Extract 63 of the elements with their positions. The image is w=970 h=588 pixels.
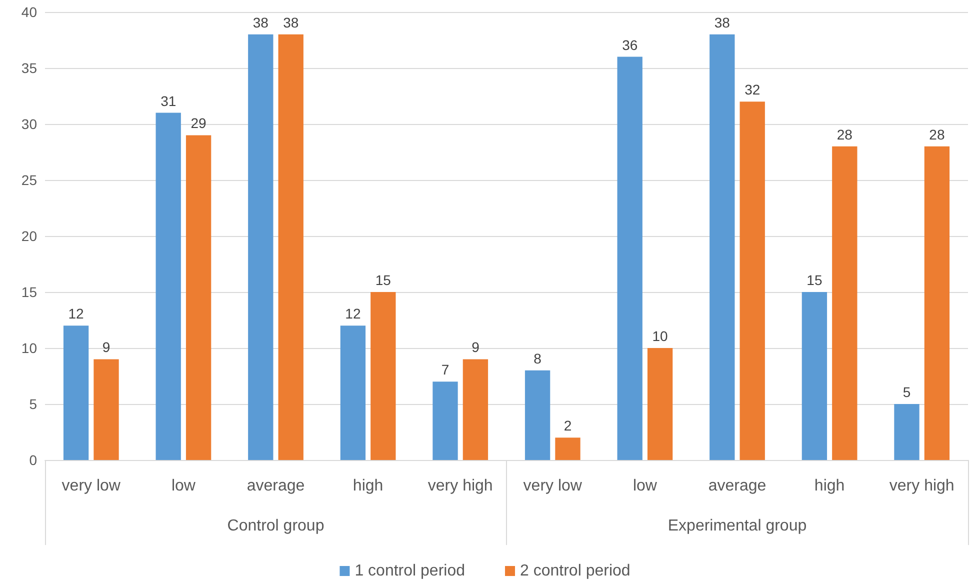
bar <box>802 292 828 460</box>
data-label: 28 <box>929 126 945 142</box>
y-tick-label: 0 <box>29 452 38 468</box>
data-label: 7 <box>441 362 450 378</box>
data-label: 31 <box>160 92 176 109</box>
data-label: 2 <box>564 418 572 434</box>
y-tick-label: 30 <box>21 116 38 132</box>
data-label: 9 <box>472 339 480 356</box>
data-label: 12 <box>345 306 361 322</box>
y-tick-label: 35 <box>21 60 38 76</box>
data-label: 28 <box>836 126 853 142</box>
y-tick-label: 25 <box>21 172 38 188</box>
bar <box>248 34 274 460</box>
bar <box>524 370 550 460</box>
data-label: 32 <box>744 82 760 98</box>
text: Control group <box>227 518 324 534</box>
data-label: 38 <box>283 14 299 30</box>
data-label: 9 <box>102 339 110 356</box>
bar <box>156 112 181 460</box>
bar <box>370 292 396 460</box>
data-label: 8 <box>534 350 542 366</box>
bar <box>555 438 580 460</box>
bar <box>924 146 950 460</box>
bar <box>63 326 89 460</box>
y-tick-label: 40 <box>21 4 38 20</box>
data-label: 15 <box>806 272 822 288</box>
bar <box>278 34 304 460</box>
legend-label: 2 control period <box>520 562 630 580</box>
y-tick-label: 5 <box>29 396 38 412</box>
bar <box>894 404 920 460</box>
bar <box>832 146 858 460</box>
y-tick-label: 15 <box>21 284 38 300</box>
legend-label: 1 control period <box>354 562 466 580</box>
y-tick-label: 10 <box>21 340 38 356</box>
data-label: 12 <box>68 306 84 322</box>
x-tick-label: low <box>632 478 658 494</box>
x-tick-label: very high <box>428 478 493 494</box>
data-label: 36 <box>622 36 638 53</box>
bar <box>94 359 119 460</box>
text: Experimental group <box>668 518 807 534</box>
x-tick-label: average <box>708 478 766 494</box>
bar <box>462 359 488 460</box>
data-label: 38 <box>714 14 730 30</box>
bar <box>186 135 212 460</box>
y-tick-label: 20 <box>21 228 38 244</box>
data-label: 29 <box>190 115 207 132</box>
bar <box>710 34 735 460</box>
data-label: 5 <box>902 384 911 400</box>
x-tick-label: high <box>814 478 845 494</box>
x-tick-label: average <box>246 478 305 494</box>
data-label: 15 <box>375 272 392 288</box>
bar <box>340 326 366 460</box>
bar <box>740 102 765 460</box>
bar <box>617 56 642 460</box>
x-tick-label: low <box>171 478 196 494</box>
bar <box>432 382 458 460</box>
x-tick-label: very low <box>62 478 121 494</box>
x-tick-label: very high <box>889 478 954 494</box>
bar <box>647 348 673 460</box>
data-label: 38 <box>252 14 269 30</box>
x-tick-label: very low <box>523 478 582 494</box>
data-label: 10 <box>652 328 668 344</box>
x-tick-label: high <box>352 478 384 494</box>
